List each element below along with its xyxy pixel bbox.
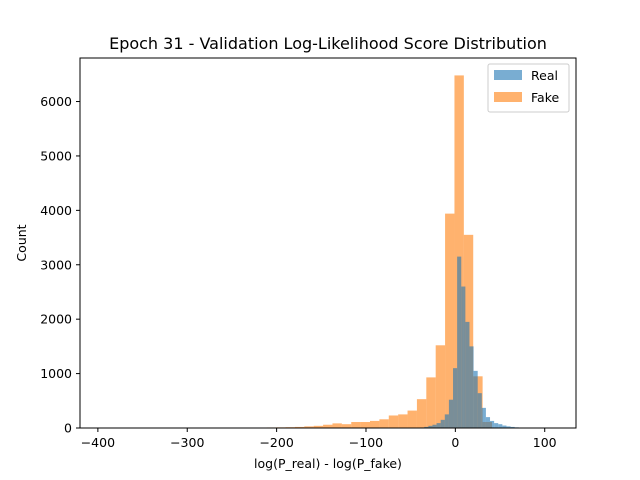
- bar-real-22: [510, 426, 515, 428]
- bar-fake-22: [304, 426, 314, 428]
- bar-real-21: [506, 426, 511, 428]
- bar-real-20: [502, 425, 507, 428]
- bar-real-6: [444, 414, 449, 428]
- y-tick-label: 5000: [40, 148, 72, 163]
- x-tick-label: 0: [451, 435, 459, 450]
- bar-real-3: [432, 424, 437, 428]
- bar-fake-26: [341, 424, 352, 428]
- y-tick-label: 1000: [40, 366, 72, 381]
- x-tick-label: −200: [259, 435, 293, 450]
- x-tick-label: 100: [533, 435, 557, 450]
- legend-label-real: Real: [531, 68, 558, 83]
- bar-real-11: [465, 321, 470, 428]
- y-tick-label: 6000: [40, 94, 72, 109]
- bar-real-2: [428, 425, 433, 428]
- bar-real-14: [477, 393, 482, 428]
- bar-real-1: [424, 426, 429, 428]
- legend-swatch-fake: [494, 92, 522, 102]
- bar-fake-30: [379, 419, 389, 428]
- legend-label-fake: Fake: [531, 90, 559, 105]
- bar-fake-37: [445, 213, 455, 428]
- y-axis-ticks: 0 1000 2000 3000 4000 5000 6000: [40, 94, 80, 436]
- bar-real-16: [485, 417, 491, 428]
- bar-real-19: [498, 424, 503, 428]
- y-axis-label: Count: [14, 224, 29, 261]
- x-axis-ticks: −400 −300 −200 −100 0 100: [81, 428, 557, 450]
- bar-real-7: [448, 399, 454, 428]
- bar-real-8: [453, 368, 458, 428]
- bars-layer: [97, 75, 532, 428]
- bar-real-9: [457, 256, 462, 428]
- bar-fake-27: [351, 422, 361, 428]
- y-tick-label: 4000: [40, 203, 72, 218]
- bar-fake-21: [294, 426, 305, 428]
- y-tick-label: 0: [64, 421, 72, 436]
- bar-fake-34: [416, 399, 427, 428]
- chart-title: Epoch 31 - Validation Log-Likelihood Sco…: [109, 34, 547, 53]
- bar-fake-32: [398, 414, 408, 428]
- bar-real-12: [469, 346, 474, 428]
- plot-frame: [79, 57, 577, 429]
- legend-swatch-real: [494, 70, 522, 80]
- bar-fake-28: [360, 422, 371, 428]
- legend: Real Fake: [487, 63, 570, 113]
- bar-fake-31: [388, 415, 399, 428]
- bar-fake-29: [370, 420, 380, 428]
- bar-fake-25: [332, 423, 342, 428]
- y-tick-label: 3000: [40, 257, 72, 272]
- bar-real-18: [494, 423, 499, 428]
- x-tick-label: −100: [349, 435, 383, 450]
- x-tick-label: −300: [170, 435, 204, 450]
- y-tick-label: 2000: [40, 312, 72, 327]
- bar-fake-35: [426, 377, 436, 428]
- bar-real-13: [473, 370, 478, 428]
- bar-fake-38: [454, 75, 464, 428]
- x-axis-label: log(P_real) - log(P_fake): [254, 456, 402, 471]
- bar-fake-24: [323, 424, 333, 428]
- x-tick-label: −400: [81, 435, 115, 450]
- bar-real-4: [436, 423, 441, 428]
- bar-fake-36: [435, 345, 446, 428]
- bar-fake-33: [407, 410, 417, 428]
- bar-real-10: [461, 286, 466, 428]
- bar-real-15: [481, 407, 486, 428]
- bar-real-5: [440, 419, 445, 428]
- bar-fake-23: [313, 425, 324, 428]
- bar-real-17: [490, 420, 495, 428]
